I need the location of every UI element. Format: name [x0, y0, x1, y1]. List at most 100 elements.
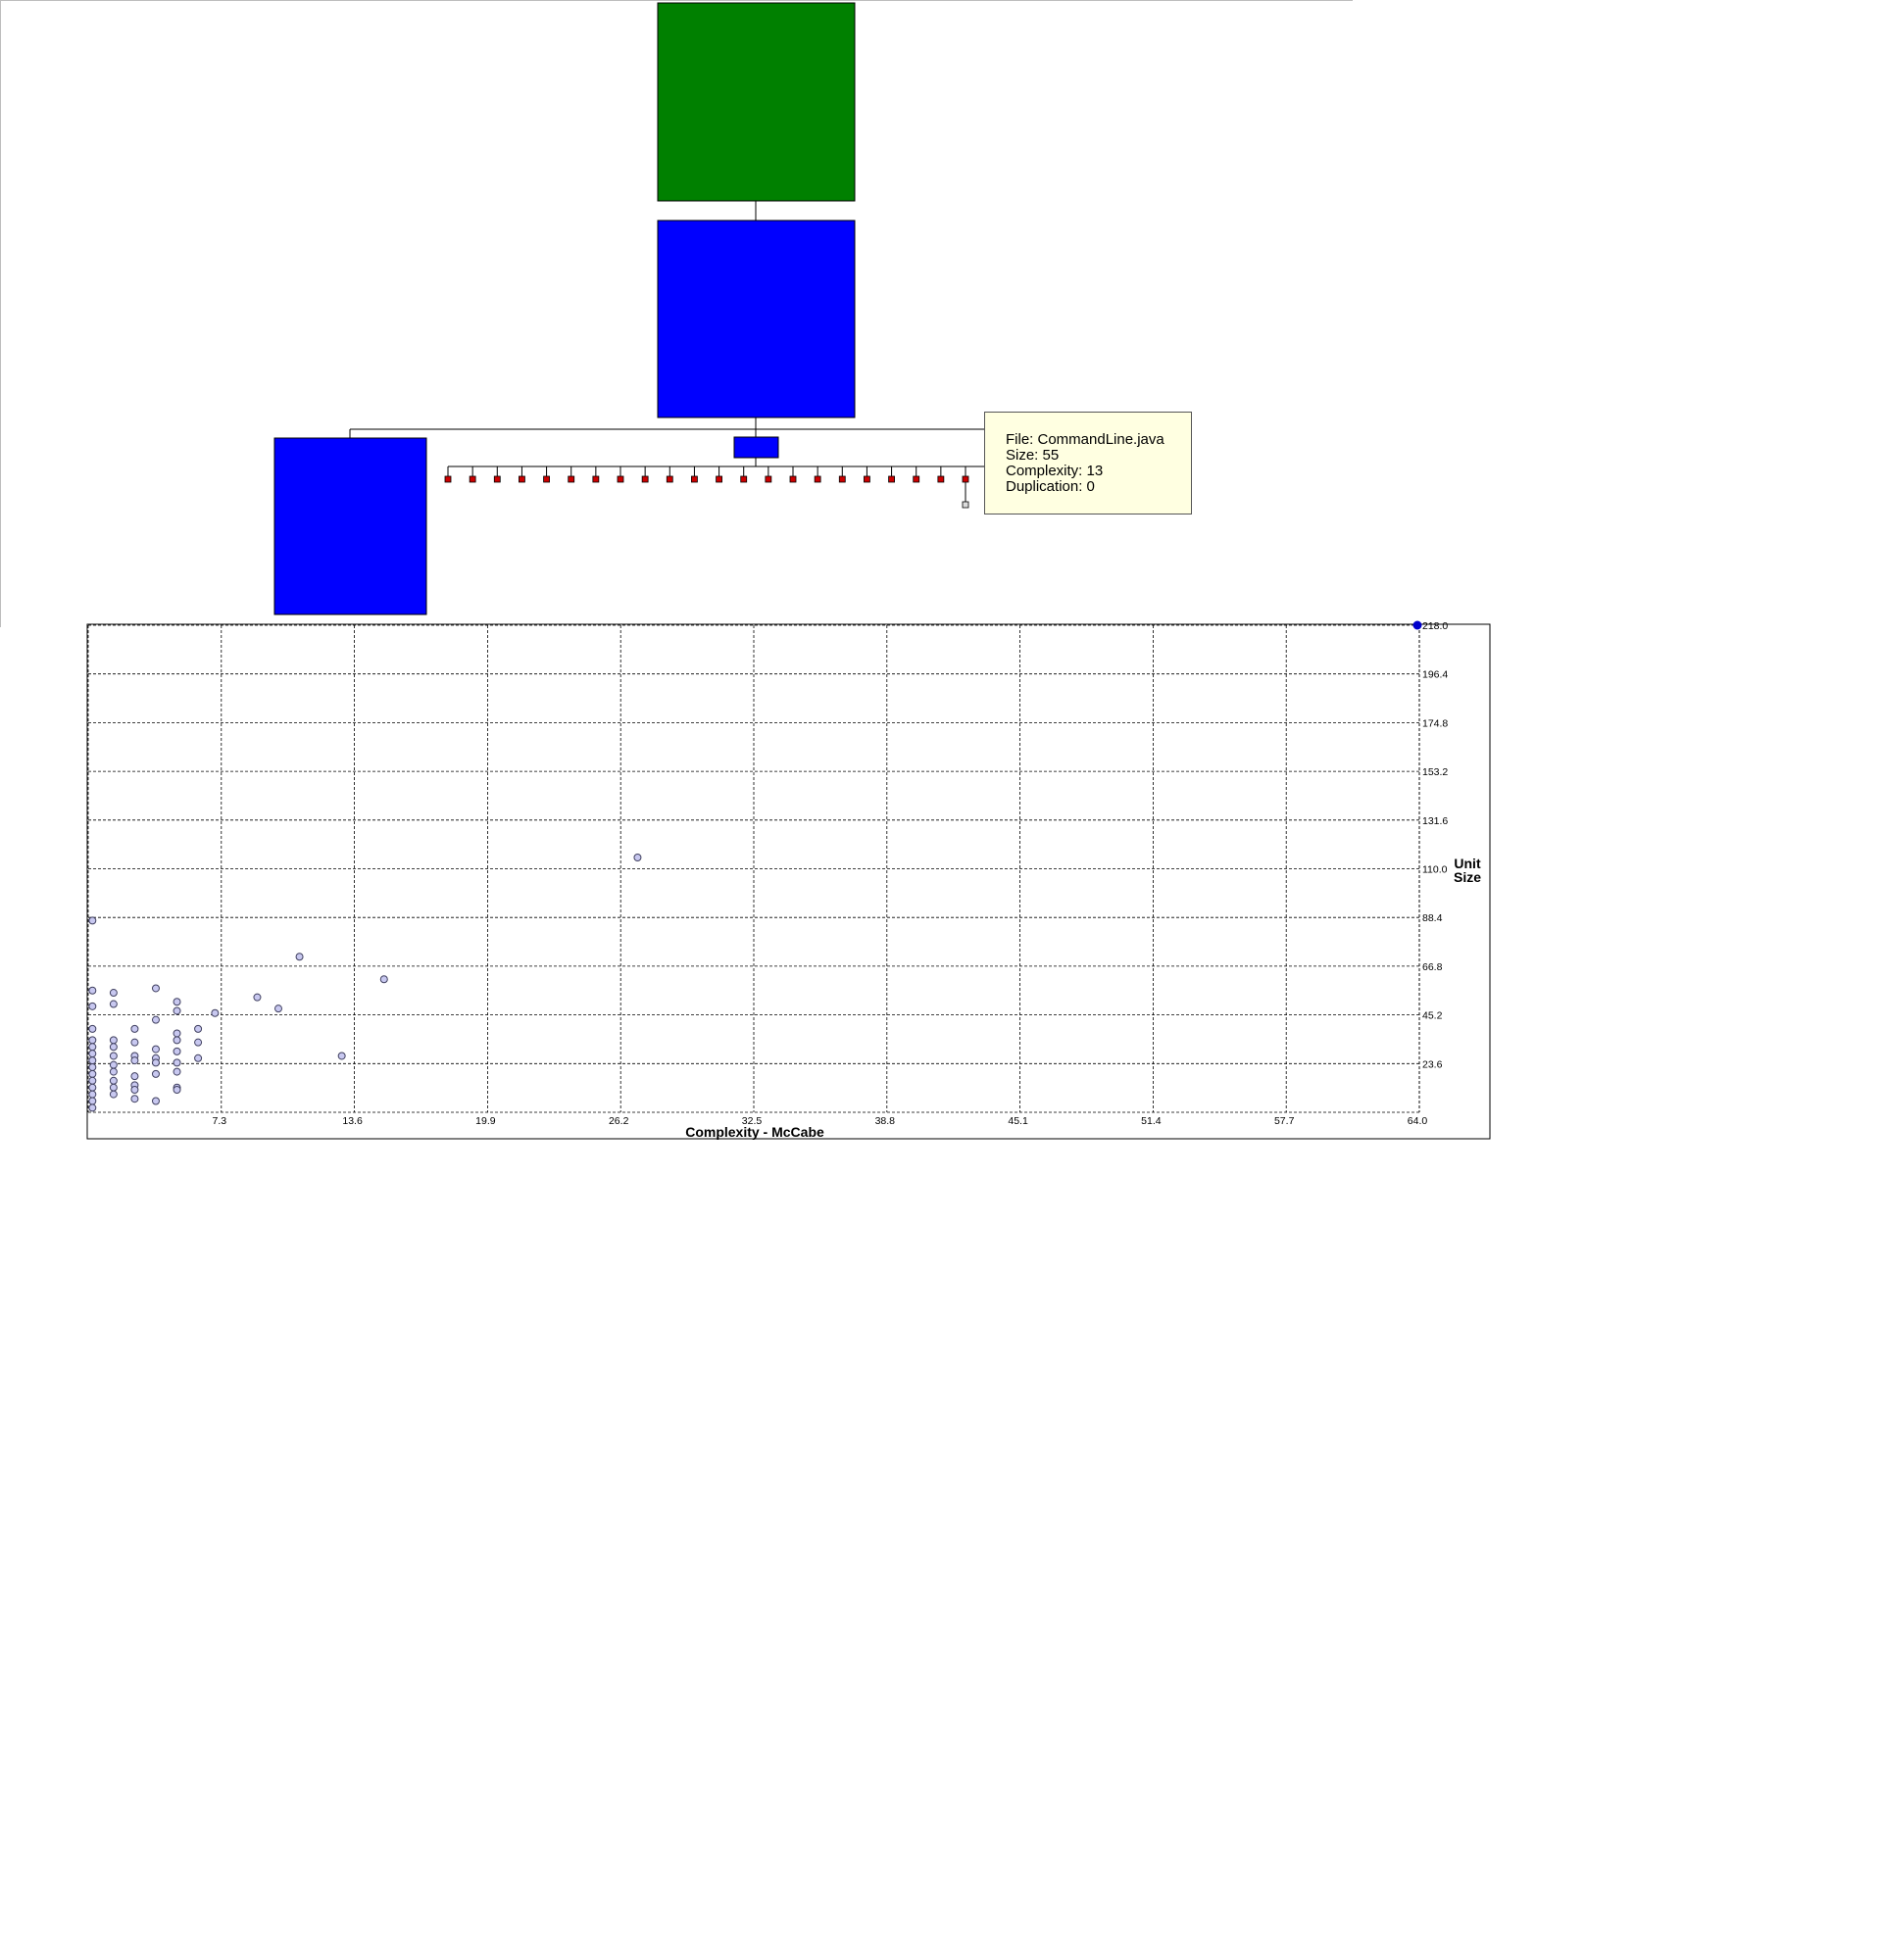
data-point — [151, 1097, 160, 1105]
data-point — [173, 1067, 181, 1076]
x-axis-ticks: 7.3 13.6 19.9 26.2 32.5 38.8 45.1 51.4 57.7 64.0 — [212, 1115, 1427, 1127]
file-leaf-node — [765, 475, 772, 483]
data-point — [109, 1060, 118, 1069]
file-leaf-node — [740, 475, 748, 483]
y-tick-label: 153.2 — [1422, 766, 1448, 778]
data-point — [337, 1052, 346, 1060]
tree-view — [0, 0, 1353, 627]
data-point — [88, 1103, 97, 1112]
tooltip-duplication: Duplication: 0 — [1006, 478, 1095, 495]
file-leaf-node — [691, 475, 698, 483]
file-leaf-node — [617, 475, 624, 483]
data-point — [173, 1036, 181, 1045]
file-leaf-node — [592, 475, 600, 483]
selected-file-leaf-node — [962, 501, 969, 509]
file-leaf-node — [493, 475, 501, 483]
data-point — [130, 1095, 139, 1103]
x-tick-label: 45.1 — [1008, 1115, 1028, 1127]
data-point — [130, 1024, 139, 1033]
y-axis-title-line2: Size — [1454, 869, 1481, 885]
data-point — [211, 1008, 220, 1017]
file-leaf-node — [568, 475, 575, 483]
y-tick-label: 218.0 — [1422, 620, 1448, 632]
data-point — [109, 1052, 118, 1060]
hover-tooltip: File: CommandLine.java Size: 55 Complexi… — [984, 412, 1192, 514]
chart-grid — [87, 624, 1420, 1113]
data-point — [130, 1085, 139, 1094]
file-leaf-node — [519, 475, 525, 483]
data-point — [173, 1029, 181, 1038]
data-point — [173, 1047, 181, 1055]
file-leaf-node — [937, 475, 945, 483]
data-point — [379, 975, 388, 984]
chart-frame — [86, 623, 1491, 1140]
tooltip-size: Size: 55 — [1006, 447, 1060, 464]
data-point — [88, 1069, 97, 1078]
file-leaf-node — [838, 475, 846, 483]
data-point — [109, 1083, 118, 1092]
data-point — [151, 984, 160, 993]
x-tick-label: 38.8 — [875, 1115, 896, 1127]
data-point — [88, 1062, 97, 1071]
dependency-tree — [273, 2, 987, 615]
x-axis-title: Complexity - McCabe — [685, 1124, 824, 1140]
data-point — [88, 1090, 97, 1099]
data-point — [88, 1097, 97, 1105]
data-points — [88, 620, 1422, 1112]
data-point — [109, 1000, 118, 1008]
data-point — [130, 1072, 139, 1081]
x-tick-label: 32.5 — [742, 1115, 763, 1127]
highlighted-data-point — [1412, 620, 1422, 630]
data-point — [88, 1036, 97, 1045]
data-point — [88, 1076, 97, 1085]
data-point — [253, 993, 262, 1002]
data-point — [88, 1050, 97, 1058]
file-leaf-node — [864, 475, 870, 483]
file-leaf-node — [666, 475, 673, 483]
x-tick-label: 13.6 — [342, 1115, 363, 1127]
small-package-node — [733, 436, 779, 459]
data-point — [88, 1083, 97, 1092]
root-package-node — [657, 2, 856, 202]
data-point — [109, 989, 118, 998]
y-axis-title-line1: Unit — [1454, 856, 1481, 871]
data-point — [151, 1015, 160, 1024]
x-tick-label: 26.2 — [609, 1115, 629, 1127]
data-point — [130, 1038, 139, 1047]
y-tick-label: 88.4 — [1422, 912, 1443, 924]
file-leaf-node — [814, 475, 821, 483]
data-point — [88, 1056, 97, 1065]
data-point — [88, 916, 97, 925]
scatter-chart: 7.3 13.6 19.9 26.2 32.5 38.8 45.1 51.4 57.7 64.0 … — [86, 620, 1491, 1140]
y-tick-label: 131.6 — [1422, 815, 1448, 827]
data-point — [173, 998, 181, 1006]
data-point — [274, 1004, 282, 1013]
x-tick-label: 51.4 — [1141, 1115, 1162, 1127]
data-point — [633, 853, 642, 861]
data-point — [109, 1067, 118, 1076]
tooltip-file: File: CommandLine.java — [1006, 431, 1164, 448]
file-leaf-node — [641, 475, 649, 483]
data-point — [109, 1036, 118, 1045]
data-point — [194, 1024, 203, 1033]
y-tick-label: 196.4 — [1422, 669, 1448, 681]
file-leaf-node — [888, 475, 895, 483]
data-point — [151, 1069, 160, 1078]
data-point — [173, 1085, 181, 1094]
data-point — [109, 1090, 118, 1099]
file-leaf-node — [913, 475, 920, 483]
data-point — [194, 1054, 203, 1062]
y-tick-label: 66.8 — [1422, 961, 1443, 973]
subpackage-node — [273, 437, 427, 615]
y-axis-ticks: 23.6 45.2 66.8 88.4 110.0 131.6 153.2 174.8 196.… — [1422, 620, 1448, 1070]
data-point — [151, 1058, 160, 1067]
y-tick-label: 110.0 — [1422, 864, 1448, 876]
x-tick-label: 57.7 — [1274, 1115, 1295, 1127]
x-tick-label: 7.3 — [212, 1115, 226, 1127]
package-node — [657, 220, 856, 418]
file-leaf-node — [789, 475, 797, 483]
data-point — [109, 1076, 118, 1085]
data-point — [151, 1045, 160, 1054]
data-point — [173, 1058, 181, 1067]
y-tick-label: 23.6 — [1422, 1058, 1443, 1070]
